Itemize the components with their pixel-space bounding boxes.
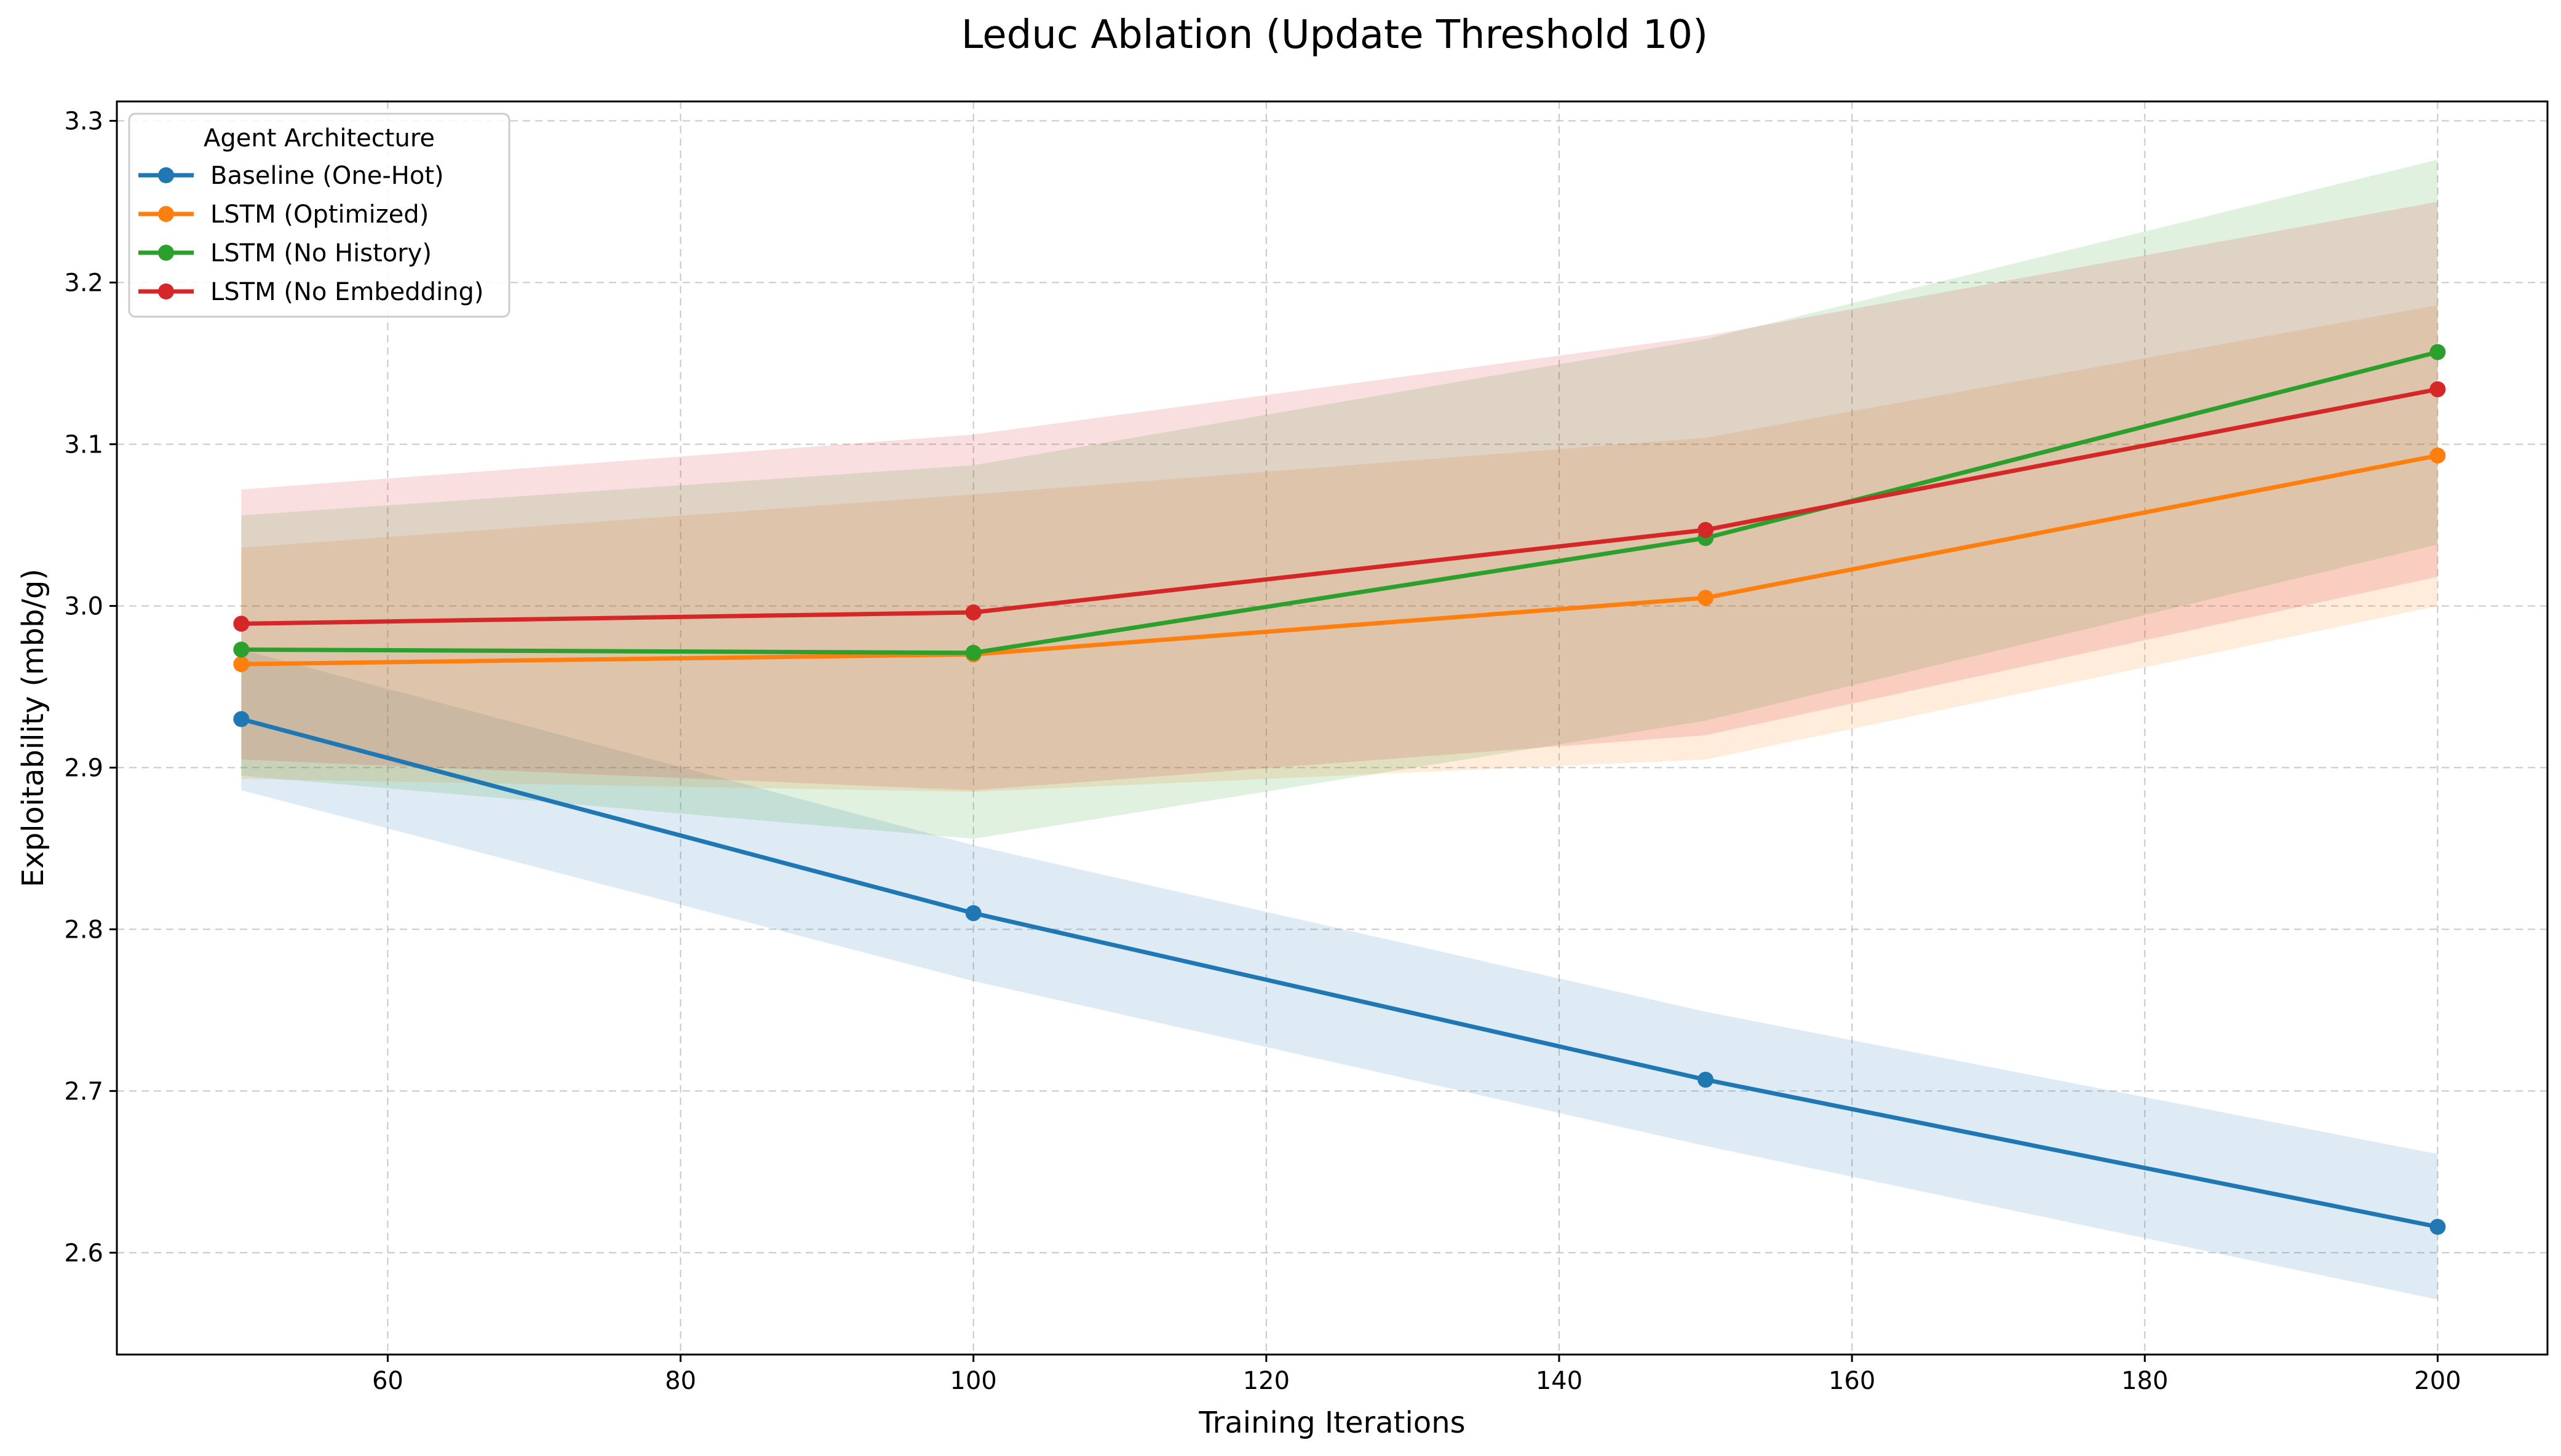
y-tick-label: 3.0 xyxy=(64,592,103,620)
x-tick-label: 60 xyxy=(372,1367,403,1395)
data-point-series-2 xyxy=(965,644,982,661)
legend-items: Baseline (One-Hot) LSTM (Optimized) LSTM (… xyxy=(138,162,484,306)
data-point-series-0 xyxy=(2429,1219,2446,1235)
y-tick-label: 2.6 xyxy=(64,1239,103,1267)
y-axis-label: Exploitability (mbb/g) xyxy=(16,569,50,887)
x-tick-label: 120 xyxy=(1243,1367,1290,1395)
data-point-series-0 xyxy=(233,711,250,727)
y-axis-ticks: 2.6 2.7 2.8 2.9 3.0 3.1 3.2 3.3 xyxy=(64,108,117,1267)
x-tick-label: 100 xyxy=(950,1367,997,1395)
confidence-band-series-2 xyxy=(241,159,2438,839)
x-tick-label: 160 xyxy=(1828,1367,1875,1395)
data-point-series-3 xyxy=(965,604,982,620)
y-tick-label: 2.9 xyxy=(64,754,103,782)
series-lines xyxy=(239,350,2440,1229)
confidence-band-series-0 xyxy=(241,649,2438,1300)
y-tick-label: 3.2 xyxy=(64,269,103,298)
legend-marker xyxy=(158,245,174,261)
legend-marker xyxy=(158,283,174,299)
plot-frame xyxy=(116,100,2549,1356)
data-point-series-1 xyxy=(2429,447,2446,464)
series-line-3 xyxy=(239,387,2440,626)
y-tick-label: 2.7 xyxy=(64,1077,103,1106)
data-point-series-1 xyxy=(1697,590,1714,606)
x-tick-label: 140 xyxy=(1536,1367,1582,1395)
legend-label: LSTM (No Embedding) xyxy=(210,278,484,306)
legend-title: Agent Architecture xyxy=(204,124,435,152)
confidence-band-series-1 xyxy=(241,305,2438,792)
confidence-band-series-3 xyxy=(241,202,2438,791)
y-tick-label: 2.8 xyxy=(64,916,103,944)
data-point-series-3 xyxy=(233,615,250,632)
legend: Agent Architecture Baseline (One-Hot) LST… xyxy=(128,113,510,318)
data-point-series-2 xyxy=(2429,344,2446,360)
data-point-series-1 xyxy=(233,656,250,673)
legend-label: Baseline (One-Hot) xyxy=(210,162,444,190)
x-tick-label: 80 xyxy=(665,1367,696,1395)
x-axis-ticks: 60 80 100 120 140 160 180 200 xyxy=(372,1355,2461,1395)
confidence-bands xyxy=(241,159,2438,1300)
y-tick-label: 3.1 xyxy=(64,430,103,459)
series-markers xyxy=(233,344,2446,1235)
series-line-2 xyxy=(239,350,2440,655)
x-tick-label: 200 xyxy=(2414,1367,2461,1395)
x-axis-label: Training Iterations xyxy=(1198,1406,1465,1440)
data-point-series-3 xyxy=(1697,521,1714,538)
y-tick-label: 3.3 xyxy=(64,108,103,136)
chart-title: Leduc Ablation (Update Threshold 10) xyxy=(961,12,1708,58)
legend-label: LSTM (Optimized) xyxy=(210,200,429,229)
legend-label: LSTM (No History) xyxy=(210,239,432,267)
data-point-series-2 xyxy=(233,641,250,658)
legend-marker xyxy=(158,206,174,222)
data-point-series-0 xyxy=(1697,1071,1714,1088)
data-point-series-0 xyxy=(965,905,982,922)
data-point-series-3 xyxy=(2429,381,2446,398)
legend-marker xyxy=(158,167,174,183)
series-line-0 xyxy=(239,717,2440,1229)
legend-box xyxy=(128,113,510,318)
x-tick-label: 180 xyxy=(2121,1367,2168,1395)
series-line-1 xyxy=(239,453,2440,667)
